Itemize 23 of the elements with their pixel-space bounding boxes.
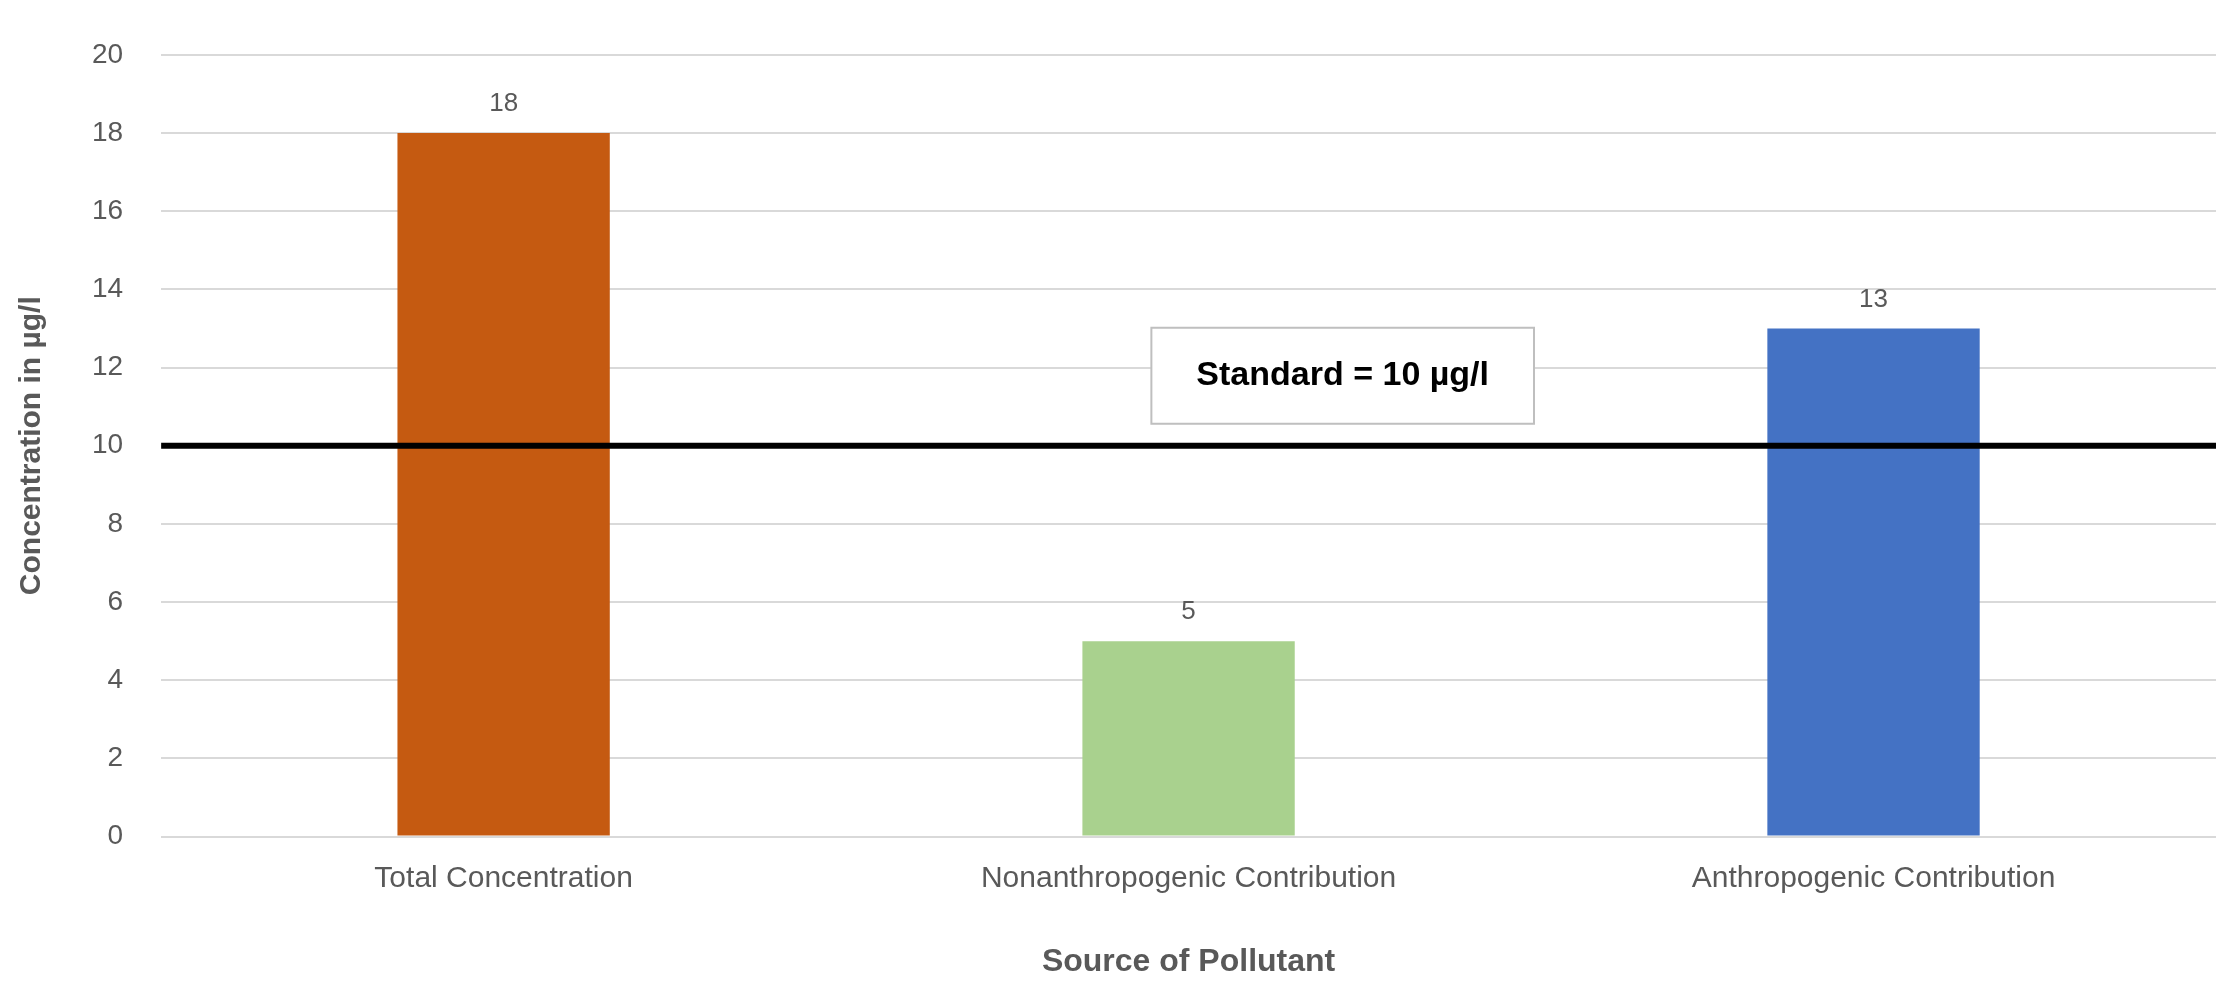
x-axis-title: Source of Pollutant [1041, 941, 1336, 978]
bar [1767, 328, 1980, 836]
y-tick-label: 20 [91, 37, 124, 69]
y-tick-label: 6 [107, 584, 124, 616]
data-label: 5 [1181, 595, 1196, 626]
y-tick-label: 18 [91, 115, 124, 147]
bar [397, 132, 610, 836]
y-tick-label: 14 [91, 272, 124, 304]
y-tick-label: 2 [107, 741, 124, 773]
data-label: 13 [1859, 282, 1888, 313]
ref-line-label: Standard = 10 µg/l [1196, 354, 1489, 393]
y-tick-label: 4 [107, 662, 124, 694]
x-tick-label: Nonanthropogenic Contribution [980, 859, 1397, 893]
y-tick-label: 8 [107, 506, 124, 538]
y-tick-label: 16 [91, 193, 124, 225]
y-axis-title: Concentration in µg/l [13, 296, 47, 596]
y-tick-label: 0 [107, 819, 124, 851]
bar [1082, 641, 1295, 836]
y-tick-label: 12 [91, 350, 124, 382]
data-label: 18 [489, 87, 519, 118]
x-tick-label: Total Concentration [374, 859, 633, 893]
x-tick-label: Anthropogenic Contribution [1691, 859, 2056, 893]
y-tick-label: 10 [91, 428, 124, 460]
